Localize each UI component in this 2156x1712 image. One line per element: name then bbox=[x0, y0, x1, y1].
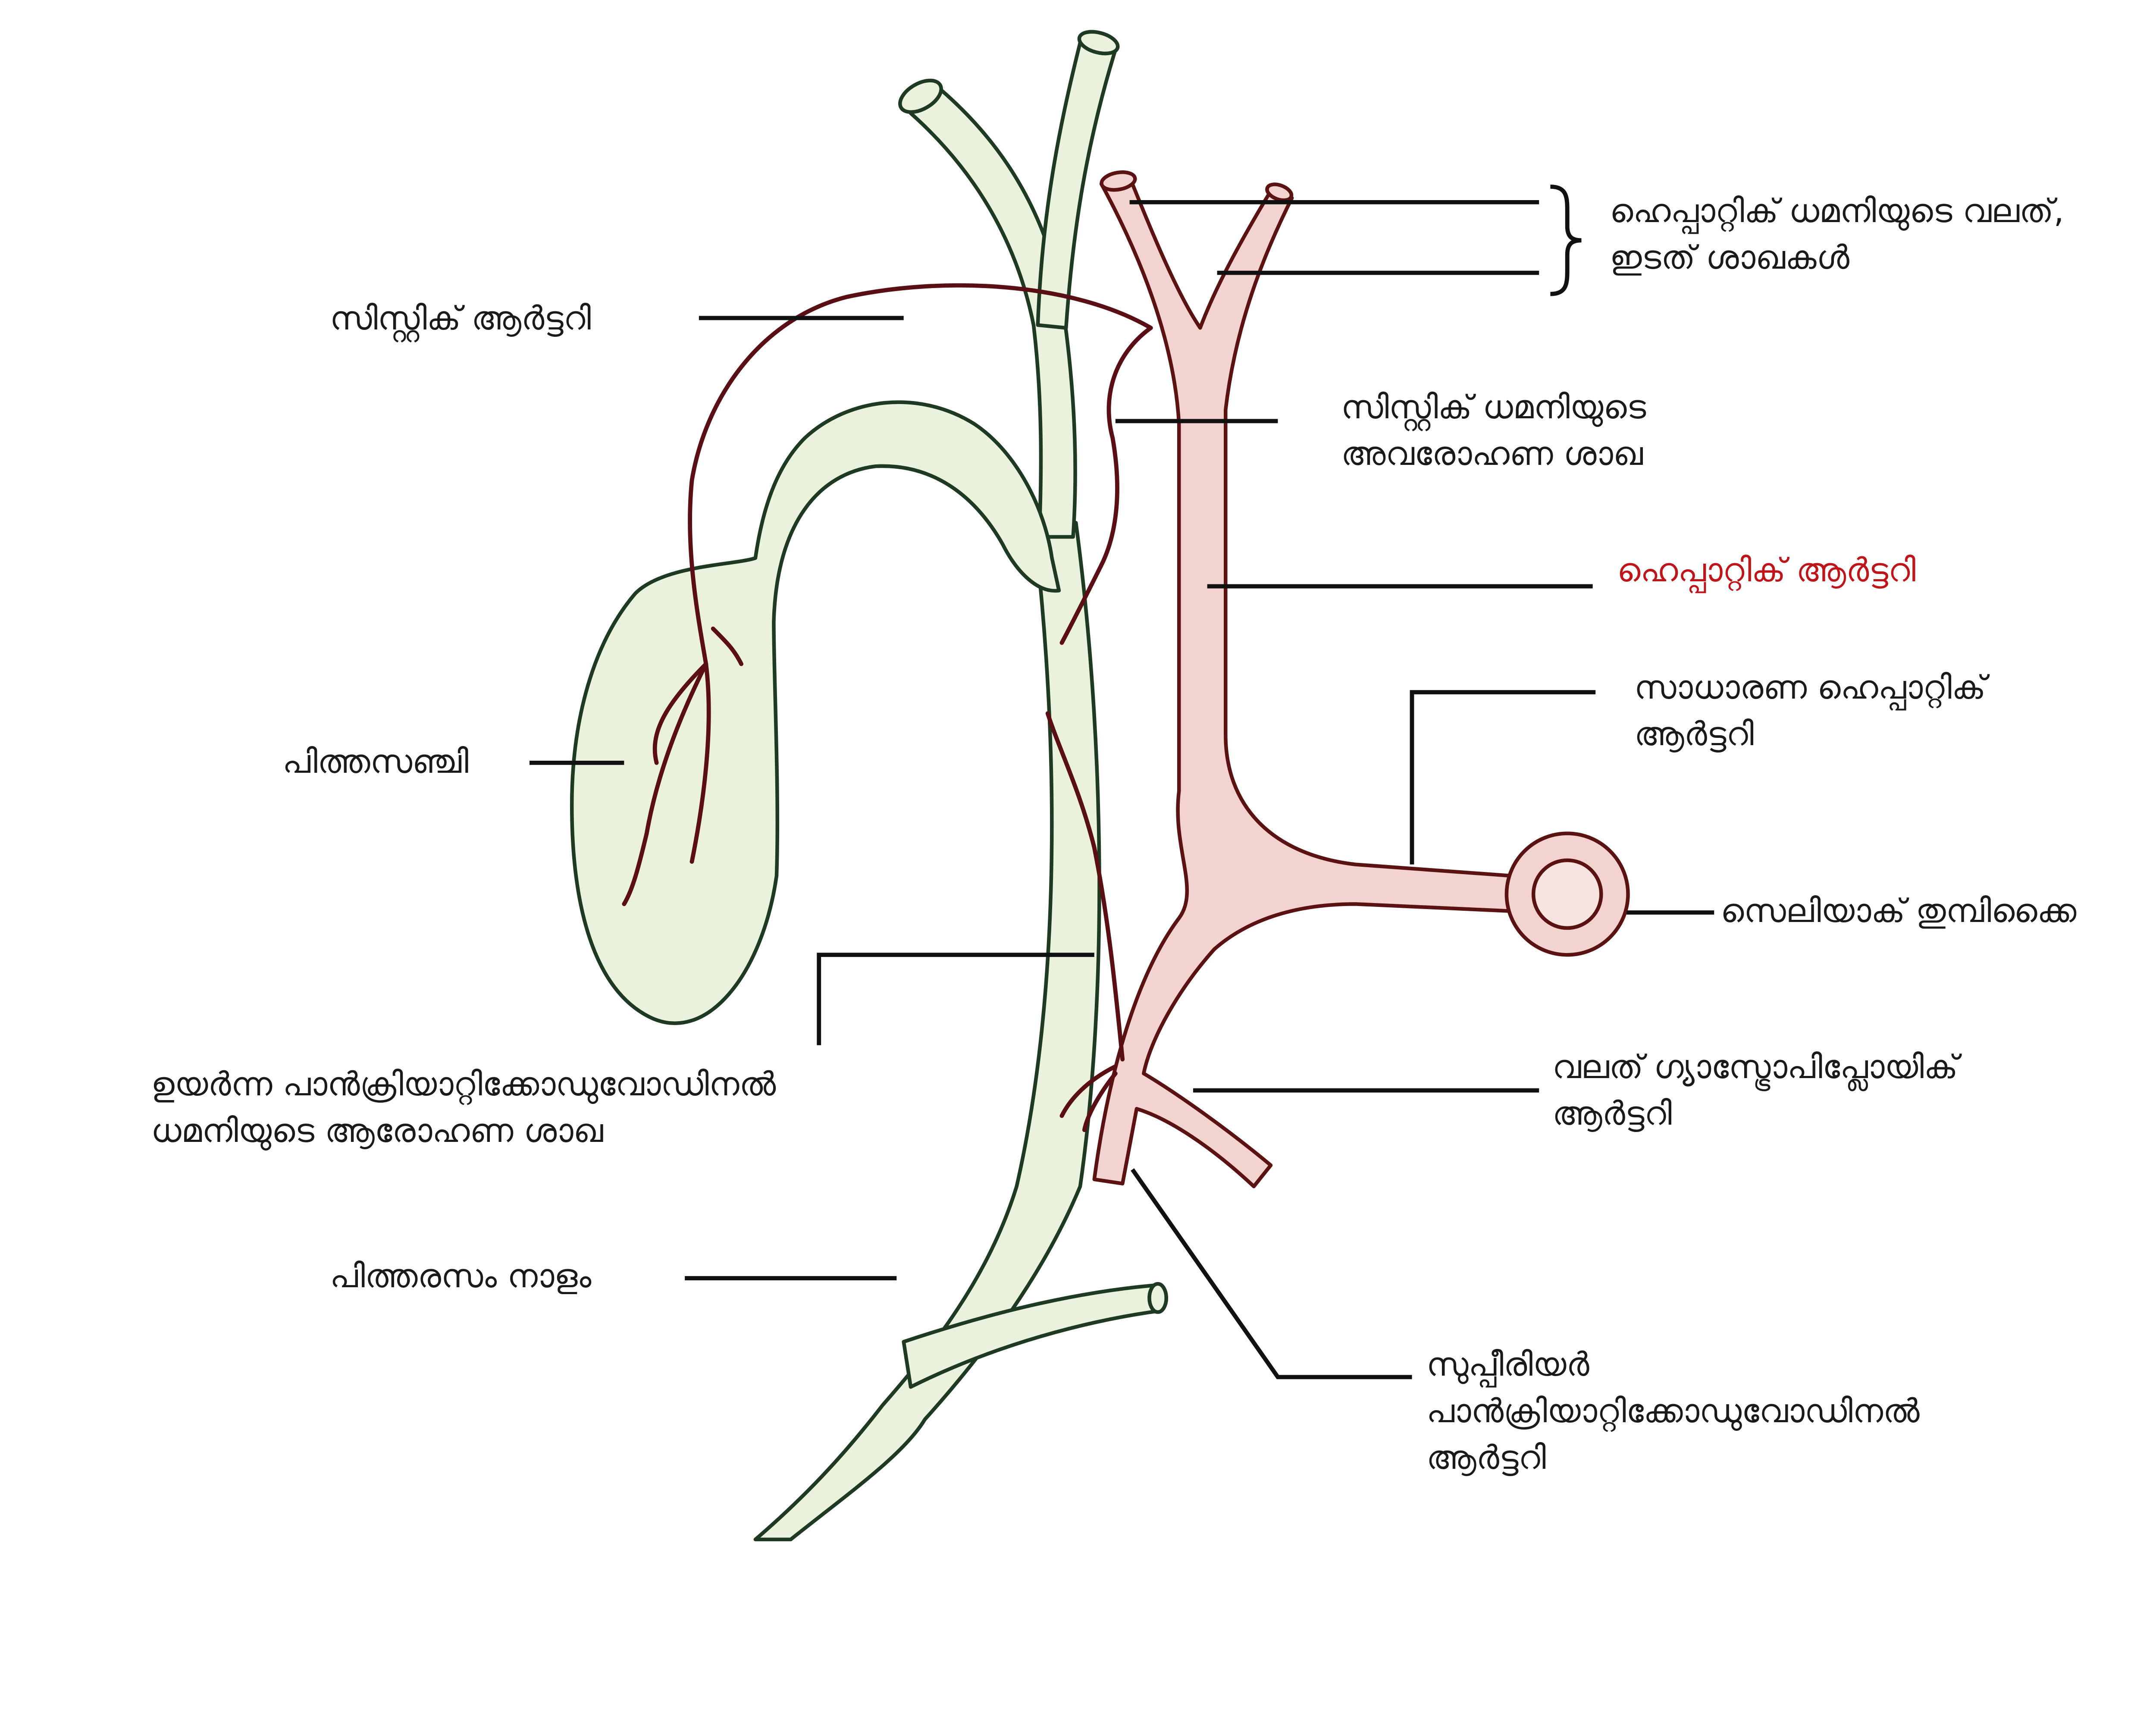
label-cystic-artery: സിസ്റ്റിക് ആർട്ടറി bbox=[330, 299, 591, 337]
label-cystic-descending: സിസ്റ്റിക് ധമനിയുടെ അവരോഹണ ശാഖ bbox=[1341, 388, 1646, 473]
bile-duct bbox=[753, 520, 1101, 1542]
cystic-descending-line bbox=[1059, 326, 1153, 645]
gallbladder-branch-3 bbox=[652, 662, 708, 765]
gallbladder-branch-2 bbox=[689, 662, 711, 864]
label-superior-pd-ascending: ഉയർന്ന പാൻക്രിയാറ്റിക്കോഡുവോഡിനൽ ധമനിയുട… bbox=[151, 1065, 776, 1150]
ascending-pd-line bbox=[1045, 711, 1125, 1062]
label-right-gastroepiploic: വലത് ഗ്യാസ്ട്രോപിപ്ലോയിക് ആർട്ടറി bbox=[1552, 1047, 1958, 1132]
leader-superior-pd-artery bbox=[1131, 1168, 1412, 1380]
label-hepatic-artery: ഹെപ്പാറ്റിക് ആർട്ടറി bbox=[1617, 551, 1916, 589]
hepatic-artery-tree bbox=[1092, 175, 1513, 1188]
gallbladder-branch-4 bbox=[711, 626, 744, 666]
celiac-trunk-inner bbox=[1531, 858, 1603, 930]
gallbladder-shape bbox=[570, 400, 1061, 1025]
leader-superior-pd-ascending bbox=[817, 953, 1094, 1045]
right-hepatic-duct bbox=[1036, 41, 1118, 330]
label-celiac-trunk: സെലിയാക് തുമ്പിക്കൈ bbox=[1720, 891, 2077, 930]
label-hepatic-branches: ഹെപ്പാറ്റിക് ധമനിയുടെ വലത്, ഇടത് ശാഖകൾ bbox=[1610, 191, 2064, 276]
duodenum-branch bbox=[902, 1283, 1163, 1389]
gallbladder-branch-1 bbox=[622, 662, 708, 906]
pd-twig-1 bbox=[1059, 1064, 1118, 1118]
bracket bbox=[1550, 184, 1582, 296]
cystic-artery-line bbox=[688, 283, 1153, 666]
leader-common-hepatic bbox=[1410, 690, 1596, 865]
label-gallbladder: പിത്തസഞ്ചി bbox=[282, 742, 469, 781]
label-bile-duct: പിത്തരസം നാളം bbox=[330, 1257, 592, 1295]
pd-twig-2 bbox=[1082, 1071, 1118, 1132]
label-superior-pd-artery: സുപ്പീരിയർ പാൻക്രിയാറ്റിക്കോഡുവോഡിനൽ ആർട… bbox=[1426, 1345, 1920, 1477]
label-common-hepatic: സാധാരണ ഹെപ്പാറ്റിക് ആർട്ടറി bbox=[1634, 668, 1986, 753]
